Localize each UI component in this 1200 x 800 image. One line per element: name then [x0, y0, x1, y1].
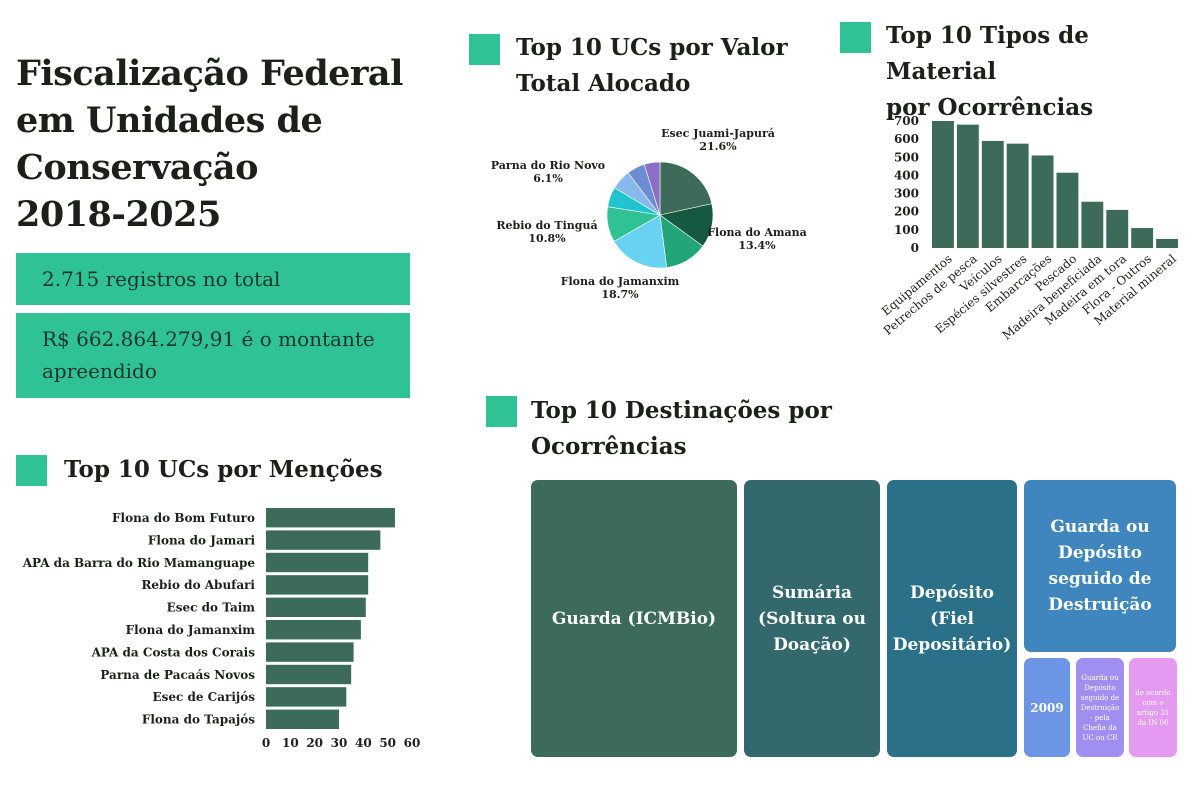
x-tick-label: 60: [404, 736, 421, 750]
pie-slice-percent: 6.1%: [533, 172, 563, 185]
title-line: Conservação: [16, 147, 258, 188]
treemap-cell-label: Guarda ou Depósito seguido de Destruição: [1048, 517, 1152, 615]
bar: [1156, 238, 1178, 248]
bar: [1106, 209, 1129, 248]
treemap-cell-label: Depósito (Fiel Depositário): [892, 582, 1012, 655]
material-section-title: Top 10 Tipos de Material por Ocorrências: [886, 18, 1200, 126]
y-tick-label: Rebio do Abufari: [141, 578, 255, 592]
destinations-title-line: Ocorrências: [531, 433, 687, 460]
section-marker-icon: [16, 455, 47, 486]
pie-slice-label: Rebio do Tinguá: [496, 219, 597, 232]
y-tick-label: Flona do Jamanxim: [126, 623, 256, 637]
y-tick-label: 200: [894, 205, 919, 219]
pie-slice-label: Esec Juami-Japurá: [661, 127, 775, 140]
bar: [266, 687, 347, 707]
bar: [1081, 201, 1104, 248]
bar: [1131, 228, 1154, 248]
section-marker-icon: [840, 22, 871, 53]
y-tick-label: Flona do Jamari: [148, 533, 256, 547]
section-marker-icon: [486, 396, 517, 427]
y-tick-label: 400: [894, 168, 919, 182]
treemap-cell: Guarda (ICMBio): [531, 480, 737, 757]
section-marker-icon: [469, 34, 500, 65]
bar: [1006, 143, 1029, 248]
treemap-cell-label: Guarda ou Depósito seguido de Destruição…: [1080, 673, 1120, 742]
pie-slice-percent: 10.8%: [528, 232, 566, 245]
bar: [266, 642, 354, 662]
y-tick-label: Flona do Bom Futuro: [112, 511, 255, 525]
pie-slice: [613, 214, 667, 269]
pie-slice-percent: 13.4%: [738, 239, 776, 252]
bar: [266, 552, 369, 573]
pie-slice: [643, 161, 661, 216]
pie-title-line: Top 10 UCs por Valor: [516, 34, 788, 61]
pie-slice-label: Flona do Amana: [707, 226, 807, 239]
bar: [1031, 155, 1054, 248]
pie-slice-label: Parna do Rio Novo: [491, 159, 605, 172]
bar: [266, 664, 352, 685]
y-tick-label: 0: [911, 241, 919, 255]
materials-bar-chart: 0100200300400500600700EquipamentosPetrec…: [879, 114, 1179, 343]
treemap-cell-label: de acordo com o artigo 31 da IN 06: [1135, 688, 1171, 727]
y-tick-label: 500: [894, 150, 919, 164]
bar: [956, 124, 979, 248]
pie-section-title: Top 10 UCs por Valor Total Alocado: [516, 30, 788, 102]
y-tick-label: APA da Costa dos Corais: [91, 645, 256, 659]
treemap-cell: de acordo com o artigo 31 da IN 06: [1129, 658, 1177, 757]
x-tick-label: 40: [355, 736, 372, 750]
mentions-section-title: Top 10 UCs por Menções: [64, 456, 383, 483]
x-tick-label: 50: [379, 736, 396, 750]
bar: [266, 709, 339, 729]
treemap-cell: Depósito (Fiel Depositário): [887, 480, 1017, 757]
destinations-section-title: Top 10 Destinações por Ocorrências: [531, 393, 832, 465]
title-line: Fiscalização Federal: [16, 53, 403, 94]
y-tick-label: Esec de Carijós: [152, 690, 255, 704]
amount-stat-box: R$ 662.864.279,91 é o montante apreendid…: [16, 313, 410, 398]
bar: [266, 620, 361, 640]
pie-slice-percent: 18.7%: [601, 288, 639, 301]
x-tick-label: 30: [331, 736, 348, 750]
amount-stat: R$ 662.864.279,91 é o montante apreendid…: [42, 327, 375, 383]
y-tick-label: Parna de Pacaás Novos: [100, 668, 255, 682]
bar: [266, 575, 369, 595]
destinations-title-line: Top 10 Destinações por: [531, 397, 832, 424]
records-stat: 2.715 registros no total: [42, 267, 281, 291]
material-title-line: Top 10 Tipos de Material: [886, 22, 1089, 85]
y-tick-label: 300: [894, 187, 919, 201]
page-title: Fiscalização Federal em Unidades de Cons…: [16, 50, 416, 238]
treemap-cell-label: Sumária (Soltura ou Doação): [758, 582, 866, 655]
bar: [932, 121, 954, 248]
pie-slice-percent: 21.6%: [699, 140, 737, 153]
title-line: 2018-2025: [16, 194, 221, 235]
pie-title-line: Total Alocado: [516, 70, 691, 97]
bar: [266, 597, 366, 617]
bar: [981, 140, 1004, 248]
y-tick-label: 700: [894, 114, 919, 128]
treemap-cell: 2009: [1024, 658, 1070, 757]
y-tick-label: Esec do Taim: [167, 601, 256, 615]
mentions-bar-chart: Flona do Bom Futuro Flona do Jamari APA da…: [22, 508, 421, 750]
records-stat-box: 2.715 registros no total: [16, 253, 410, 305]
treemap-cell: Sumária (Soltura ou Doação): [744, 480, 880, 757]
y-tick-label: 100: [894, 223, 919, 237]
treemap-cell: Guarda ou Depósito seguido de Destruição: [1024, 480, 1176, 652]
y-tick-label: APA da Barra do Rio Mamanguape: [22, 556, 256, 570]
x-tick-label: 10: [282, 736, 299, 750]
pie-slice: [659, 161, 713, 216]
material-title-line: por Ocorrências: [886, 94, 1094, 121]
bar: [266, 508, 395, 528]
treemap-cell-label: 2009: [1030, 700, 1064, 715]
title-line: em Unidades de: [16, 100, 323, 141]
bar: [1056, 172, 1079, 248]
treemap-cell-label: Guarda (ICMBio): [551, 608, 717, 629]
treemap-cell: Guarda ou Depósito seguido de Destruição…: [1076, 658, 1124, 757]
x-tick-label: 20: [306, 736, 323, 750]
bar: [266, 530, 381, 550]
x-tick-label: 0: [262, 736, 270, 750]
y-tick-label: Flona do Tapajós: [142, 713, 255, 727]
y-tick-label: 600: [894, 132, 919, 146]
pie-slice-label: Flona do Jamanxim: [561, 275, 680, 288]
